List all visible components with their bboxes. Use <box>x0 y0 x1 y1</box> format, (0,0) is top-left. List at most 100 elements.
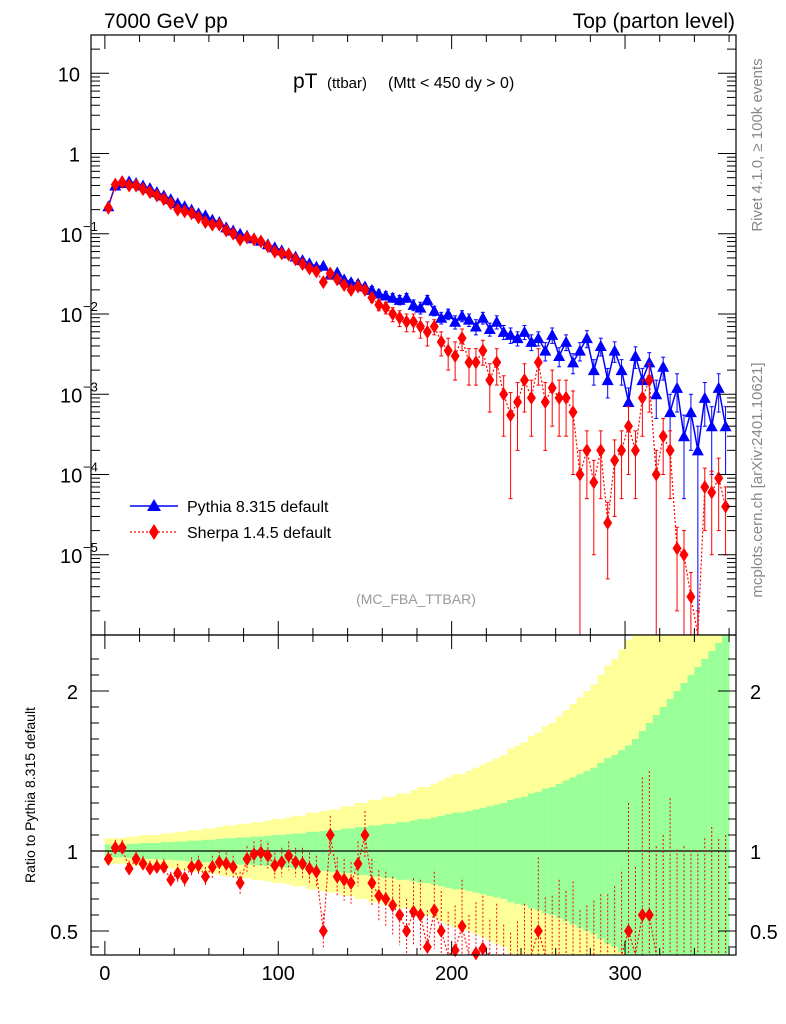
data-point-sherpa <box>478 343 488 358</box>
ratio-point-sherpa <box>270 858 280 873</box>
data-point-sherpa <box>353 279 363 294</box>
data-point-sherpa <box>568 405 578 420</box>
ratio-green-band <box>722 635 730 955</box>
data-point-sherpa <box>318 275 328 290</box>
data-point-pythia <box>428 304 441 316</box>
ratio-point-sherpa <box>471 946 481 961</box>
ratio-point-sherpa <box>277 855 287 870</box>
data-point-sherpa <box>651 467 661 482</box>
data-point-pythia <box>456 309 469 321</box>
plot-title-small: (ttbar) <box>327 75 367 92</box>
data-point-sherpa <box>617 443 627 458</box>
data-point-sherpa <box>110 177 120 192</box>
data-point-pythia <box>400 291 413 303</box>
data-point-sherpa <box>457 331 467 346</box>
ratio-green-band <box>631 739 640 955</box>
data-point-pythia <box>691 444 704 456</box>
data-point-pythia <box>331 266 344 278</box>
data-point-sherpa <box>721 499 731 514</box>
main-frame <box>90 34 737 636</box>
data-point-sherpa <box>221 223 231 238</box>
y-tick-label: 10 <box>60 305 82 327</box>
series-line-sherpa <box>107 181 727 636</box>
data-point-pythia <box>539 344 552 356</box>
data-point-sherpa <box>596 443 606 458</box>
y-tick-exponent: −4 <box>83 460 98 475</box>
data-point-sherpa <box>443 343 453 358</box>
data-point-pythia <box>698 391 711 403</box>
ratio-point-sherpa <box>284 848 294 863</box>
side-label-bottom: mcplots.cern.ch [arXiv:2401.10621] <box>749 362 766 597</box>
ratio-point-sherpa <box>242 852 252 866</box>
series-line-pythia <box>107 180 727 451</box>
data-point-sherpa <box>679 547 689 562</box>
y-tick-label: 10 <box>60 466 82 488</box>
plot-title-main: pT <box>293 70 318 93</box>
data-point-sherpa <box>547 380 557 395</box>
data-point-sherpa <box>131 178 141 193</box>
data-point-sherpa <box>263 239 273 254</box>
ratio-point-sherpa <box>291 855 301 870</box>
ratio-point-sherpa <box>367 876 377 890</box>
ratio-axes: 0.5 0.5 1 1 2 2 0 100 200 300 <box>50 635 778 985</box>
data-point-pythia <box>317 259 330 271</box>
ratio-point-sherpa <box>180 871 190 886</box>
ratio-green-band <box>659 707 668 955</box>
y-tick-exponent: −2 <box>83 299 98 314</box>
data-point-sherpa <box>235 232 245 247</box>
data-point-pythia <box>379 289 392 301</box>
header-left: 7000 GeV pp <box>104 10 228 33</box>
data-point-sherpa <box>637 390 647 405</box>
ratio-ylabel: Ratio to Pythia 8.315 default <box>22 707 38 883</box>
data-point-pythia <box>664 406 677 418</box>
ratio-point-sherpa <box>173 866 183 881</box>
data-point-pythia <box>580 332 593 344</box>
ratio-point-sherpa <box>332 869 342 884</box>
data-point-sherpa <box>485 373 495 388</box>
ratio-point-sherpa <box>152 860 162 874</box>
ratio-point-sherpa <box>235 876 245 890</box>
data-point-pythia <box>490 315 503 327</box>
ratio-point-sherpa <box>436 924 446 938</box>
ratio-point-sherpa <box>138 856 148 871</box>
data-point-sherpa <box>422 324 432 339</box>
data-point-sherpa <box>284 247 294 262</box>
ratio-point-sherpa <box>339 872 349 887</box>
data-point-sherpa <box>436 334 446 349</box>
data-point-pythia <box>622 396 635 408</box>
data-point-sherpa <box>256 234 266 249</box>
ratio-green-band <box>694 667 702 955</box>
data-point-pythia <box>671 381 684 393</box>
data-point-pythia <box>643 356 656 368</box>
data-point-sherpa <box>450 348 460 363</box>
ratio-y-tick-label: 1 <box>67 842 78 864</box>
main-series-layer <box>102 175 732 636</box>
ratio-y-tick-label-right: 2 <box>750 682 761 704</box>
data-point-pythia <box>525 335 538 347</box>
data-point-sherpa <box>228 226 238 241</box>
data-point-sherpa <box>270 244 280 259</box>
data-point-sherpa <box>582 443 592 458</box>
ratio-point-sherpa <box>145 861 155 876</box>
y-tick-exponent: −1 <box>83 219 98 234</box>
data-point-pythia <box>546 328 559 340</box>
plot-title-rest: (Mtt < 450 dy > 0) <box>388 75 514 92</box>
data-point-sherpa <box>395 310 405 325</box>
data-point-sherpa <box>624 419 633 434</box>
data-point-sherpa <box>374 297 384 312</box>
data-point-sherpa <box>672 541 682 556</box>
data-point-sherpa <box>311 264 321 279</box>
ratio-point-sherpa <box>478 941 488 956</box>
data-point-sherpa <box>207 217 217 232</box>
data-point-sherpa <box>291 252 301 267</box>
data-point-sherpa <box>277 246 287 261</box>
ratio-green-band <box>715 643 723 955</box>
data-point-pythia <box>657 360 670 372</box>
data-point-sherpa <box>492 355 502 370</box>
data-point-sherpa <box>603 515 613 530</box>
data-point-sherpa <box>589 475 599 490</box>
ratio-point-sherpa <box>388 898 398 913</box>
ratio-point-sherpa <box>624 924 633 938</box>
ratio-point-sherpa <box>533 924 543 938</box>
